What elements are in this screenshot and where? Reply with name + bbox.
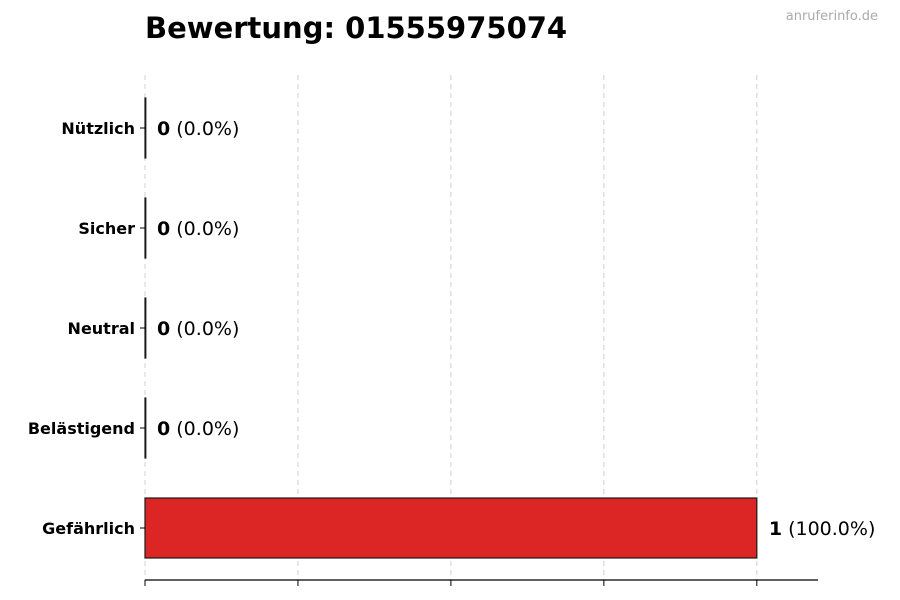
data-label-count: 0 (157, 418, 170, 440)
watermark: anruferinfo.de (785, 9, 878, 24)
bar-neutral (144, 297, 147, 359)
data-label-percent: (100.0%) (782, 518, 875, 540)
data-label: 0 (0.0%) (157, 418, 239, 440)
y-tick-label: Neutral (68, 319, 135, 338)
data-label-percent: (0.0%) (170, 418, 239, 440)
chart-title: Bewertung: 01555975074 (145, 11, 568, 45)
data-label-percent: (0.0%) (170, 118, 239, 140)
bar-belästigend (144, 397, 147, 459)
data-label: 0 (0.0%) (157, 118, 239, 140)
data-label-count: 0 (157, 318, 170, 340)
data-label: 0 (0.0%) (157, 318, 239, 340)
y-tick-label: Nützlich (61, 119, 135, 138)
data-label-count: 0 (157, 218, 170, 240)
data-label-percent: (0.0%) (170, 218, 239, 240)
bar-gefährlich (144, 497, 758, 559)
bar-nützlich (144, 97, 147, 159)
y-tick-label: Belästigend (28, 419, 135, 438)
y-tick-label: Sicher (78, 219, 135, 238)
y-tick-label: Gefährlich (42, 519, 135, 538)
data-label-percent: (0.0%) (170, 318, 239, 340)
data-label-count: 1 (769, 518, 782, 540)
data-label-count: 0 (157, 118, 170, 140)
bar-sicher (144, 197, 147, 259)
data-label: 1 (100.0%) (769, 518, 876, 540)
data-label: 0 (0.0%) (157, 218, 239, 240)
